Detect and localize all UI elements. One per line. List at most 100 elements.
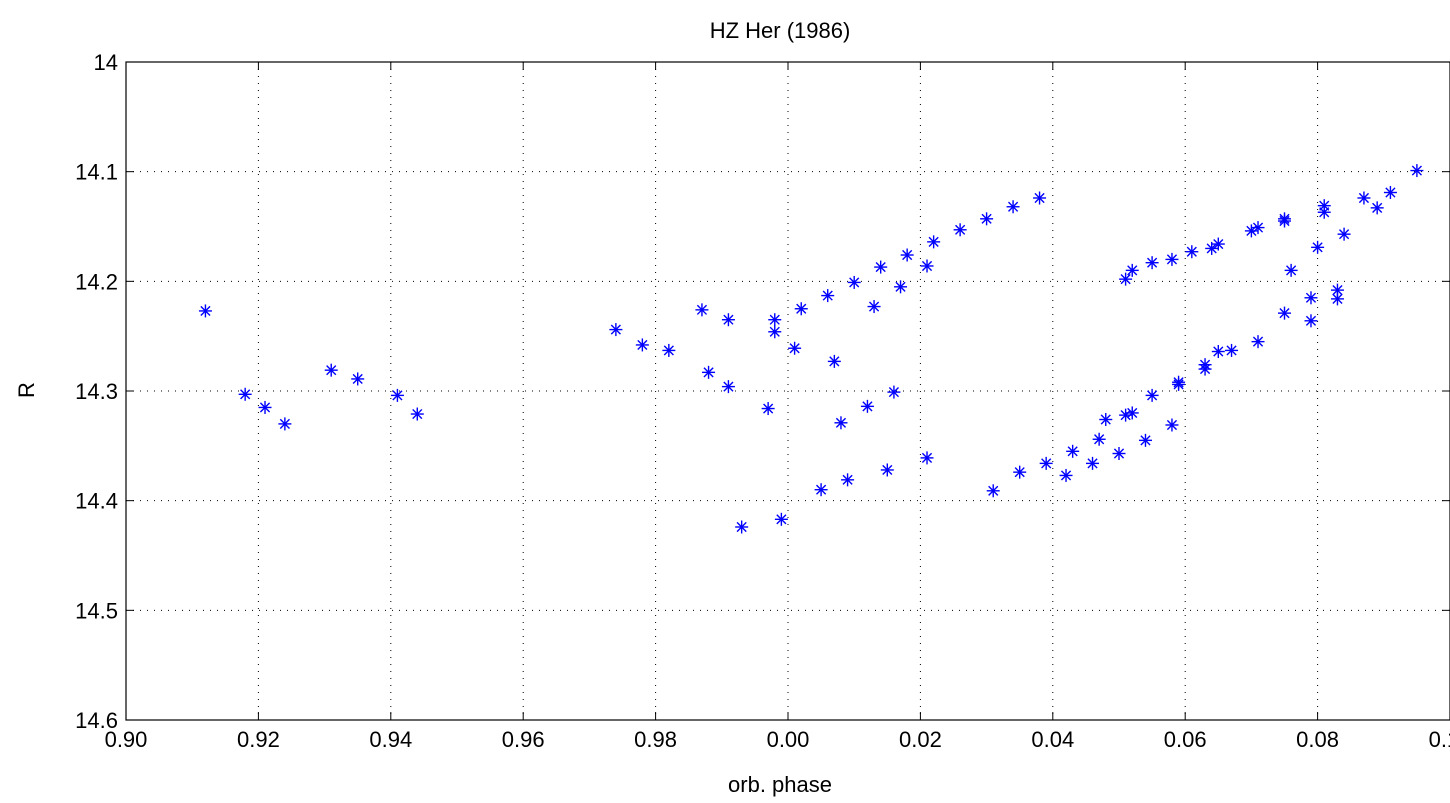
x-tick-label: 0.10 xyxy=(1429,727,1450,752)
data-point xyxy=(1165,418,1179,432)
data-point xyxy=(794,302,808,316)
y-tick-label: 14.3 xyxy=(75,379,118,404)
data-point xyxy=(198,304,212,318)
x-tick-label: 0.96 xyxy=(502,727,545,752)
data-point xyxy=(258,400,272,414)
data-point xyxy=(788,341,802,355)
data-point xyxy=(761,402,775,416)
x-tick-label: 0.06 xyxy=(1164,727,1207,752)
data-point xyxy=(1357,191,1371,205)
data-point xyxy=(1033,191,1047,205)
y-axis-label: R xyxy=(14,382,39,398)
data-point xyxy=(814,483,828,497)
data-point xyxy=(874,260,888,274)
data-point xyxy=(695,303,709,317)
data-point xyxy=(1059,468,1073,482)
data-point xyxy=(980,212,994,226)
x-tick-label: 0.02 xyxy=(899,727,942,752)
x-tick-label: 0.90 xyxy=(105,727,148,752)
data-point xyxy=(1330,292,1344,306)
data-point xyxy=(821,289,835,303)
data-point xyxy=(774,512,788,526)
y-tick-label: 14.5 xyxy=(75,598,118,623)
data-point xyxy=(894,280,908,294)
data-point xyxy=(735,520,749,534)
data-point xyxy=(768,325,782,339)
data-point xyxy=(1138,433,1152,447)
x-tick-label: 0.00 xyxy=(767,727,810,752)
data-point xyxy=(238,387,252,401)
data-point xyxy=(1225,343,1239,357)
data-point xyxy=(278,417,292,431)
data-point xyxy=(1172,375,1186,389)
data-point xyxy=(390,388,404,402)
data-point xyxy=(1086,456,1100,470)
data-point xyxy=(1211,345,1225,359)
y-tick-label: 14.2 xyxy=(75,269,118,294)
x-tick-label: 0.92 xyxy=(237,727,280,752)
data-point xyxy=(1317,205,1331,219)
data-point xyxy=(1251,221,1265,235)
data-point xyxy=(1039,456,1053,470)
chart-title: HZ Her (1986) xyxy=(710,18,851,43)
data-point xyxy=(1013,465,1027,479)
data-point xyxy=(1185,245,1199,259)
x-tick-label: 0.98 xyxy=(634,727,677,752)
data-point xyxy=(1251,335,1265,349)
y-tick-label: 14.6 xyxy=(75,708,118,733)
data-point xyxy=(1092,432,1106,446)
data-point xyxy=(920,259,934,273)
data-point xyxy=(768,313,782,327)
data-point xyxy=(351,372,365,386)
data-point xyxy=(1006,200,1020,214)
data-point xyxy=(635,338,649,352)
data-point xyxy=(702,365,716,379)
data-point xyxy=(827,354,841,368)
data-point xyxy=(867,300,881,314)
data-point xyxy=(1284,263,1298,277)
data-point xyxy=(953,223,967,237)
data-point xyxy=(324,363,338,377)
data-point xyxy=(1119,272,1133,286)
data-point xyxy=(1145,256,1159,270)
data-points xyxy=(198,164,1424,534)
data-point xyxy=(1099,413,1113,427)
data-point xyxy=(721,313,735,327)
y-tick-label: 14.1 xyxy=(75,160,118,185)
data-point xyxy=(721,380,735,394)
data-point xyxy=(920,451,934,465)
data-point xyxy=(1311,240,1325,254)
data-point xyxy=(986,484,1000,498)
data-point xyxy=(860,399,874,413)
data-point xyxy=(1278,212,1291,226)
x-tick-label: 0.94 xyxy=(369,727,412,752)
y-tick-label: 14 xyxy=(94,50,118,75)
data-point xyxy=(1410,164,1424,178)
data-point xyxy=(1370,201,1384,215)
x-tick-label: 0.04 xyxy=(1031,727,1074,752)
data-point xyxy=(1383,186,1397,200)
data-point xyxy=(1125,406,1139,420)
data-point xyxy=(1205,241,1219,255)
data-point xyxy=(847,275,861,289)
grid-lines xyxy=(126,62,1450,720)
data-point xyxy=(1198,362,1212,376)
data-point xyxy=(1125,263,1139,277)
data-point xyxy=(1145,388,1159,402)
data-point xyxy=(1211,237,1225,251)
data-point xyxy=(1304,314,1318,328)
data-point xyxy=(410,407,424,421)
data-point xyxy=(1112,447,1126,461)
data-point xyxy=(1337,227,1351,241)
data-point xyxy=(900,248,914,262)
data-point xyxy=(1304,291,1318,305)
data-point xyxy=(927,235,941,249)
y-tick-label: 14.4 xyxy=(75,489,118,514)
data-point xyxy=(887,385,901,399)
data-point xyxy=(880,463,894,477)
x-tick-label: 0.08 xyxy=(1296,727,1339,752)
axis-ticks: 0.90 0.92 0.94 0.96 0.98 0.00 0.02 0.04 0.06 0.08… xyxy=(75,50,1450,752)
data-point xyxy=(1066,444,1080,458)
data-point xyxy=(1278,306,1291,320)
